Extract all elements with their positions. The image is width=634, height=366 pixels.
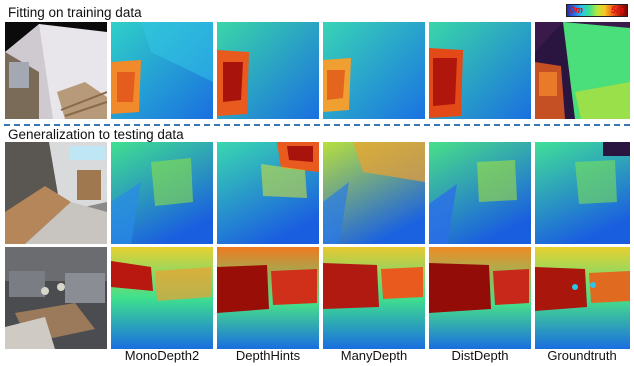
depth-manydepth-testing-1 <box>323 142 425 244</box>
legend-max-label: 5m <box>611 5 625 15</box>
column-caption-manydepth: ManyDepth <box>340 348 408 363</box>
depth-distdepth-training <box>429 22 531 119</box>
rgb-image-testing-2 <box>5 247 107 349</box>
depth-monodepth2-testing-2 <box>111 247 213 349</box>
depth-distdepth-testing-2 <box>429 247 531 349</box>
rgb-image-testing-1 <box>5 142 107 244</box>
depth-distdepth-testing-1 <box>429 142 531 244</box>
colorbar-legend <box>566 4 628 17</box>
title-fitting: Fitting on training data <box>8 5 142 20</box>
depth-manydepth-testing-2 <box>323 247 425 349</box>
depth-groundtruth-testing-2 <box>535 247 630 349</box>
depth-manydepth-training <box>323 22 425 119</box>
rgb-image-training <box>5 22 107 119</box>
column-caption-groundtruth: Groundtruth <box>547 348 617 363</box>
title-generalization: Generalization to testing data <box>8 127 184 142</box>
depth-groundtruth-testing-1 <box>535 142 630 244</box>
column-caption-monodepth2: MonoDepth2 <box>124 348 200 363</box>
depth-depthhints-training <box>217 22 319 119</box>
depth-depthhints-testing-2 <box>217 247 319 349</box>
depth-monodepth2-testing-1 <box>111 142 213 244</box>
legend-min-label: 0m <box>570 5 584 15</box>
dashed-divider <box>4 124 630 126</box>
depth-groundtruth-training <box>535 22 630 119</box>
column-caption-distdepth: DistDepth <box>451 348 509 363</box>
column-caption-depthhints: DepthHints <box>235 348 301 363</box>
depth-depthhints-testing-1 <box>217 142 319 244</box>
depth-monodepth2-training <box>111 22 213 119</box>
